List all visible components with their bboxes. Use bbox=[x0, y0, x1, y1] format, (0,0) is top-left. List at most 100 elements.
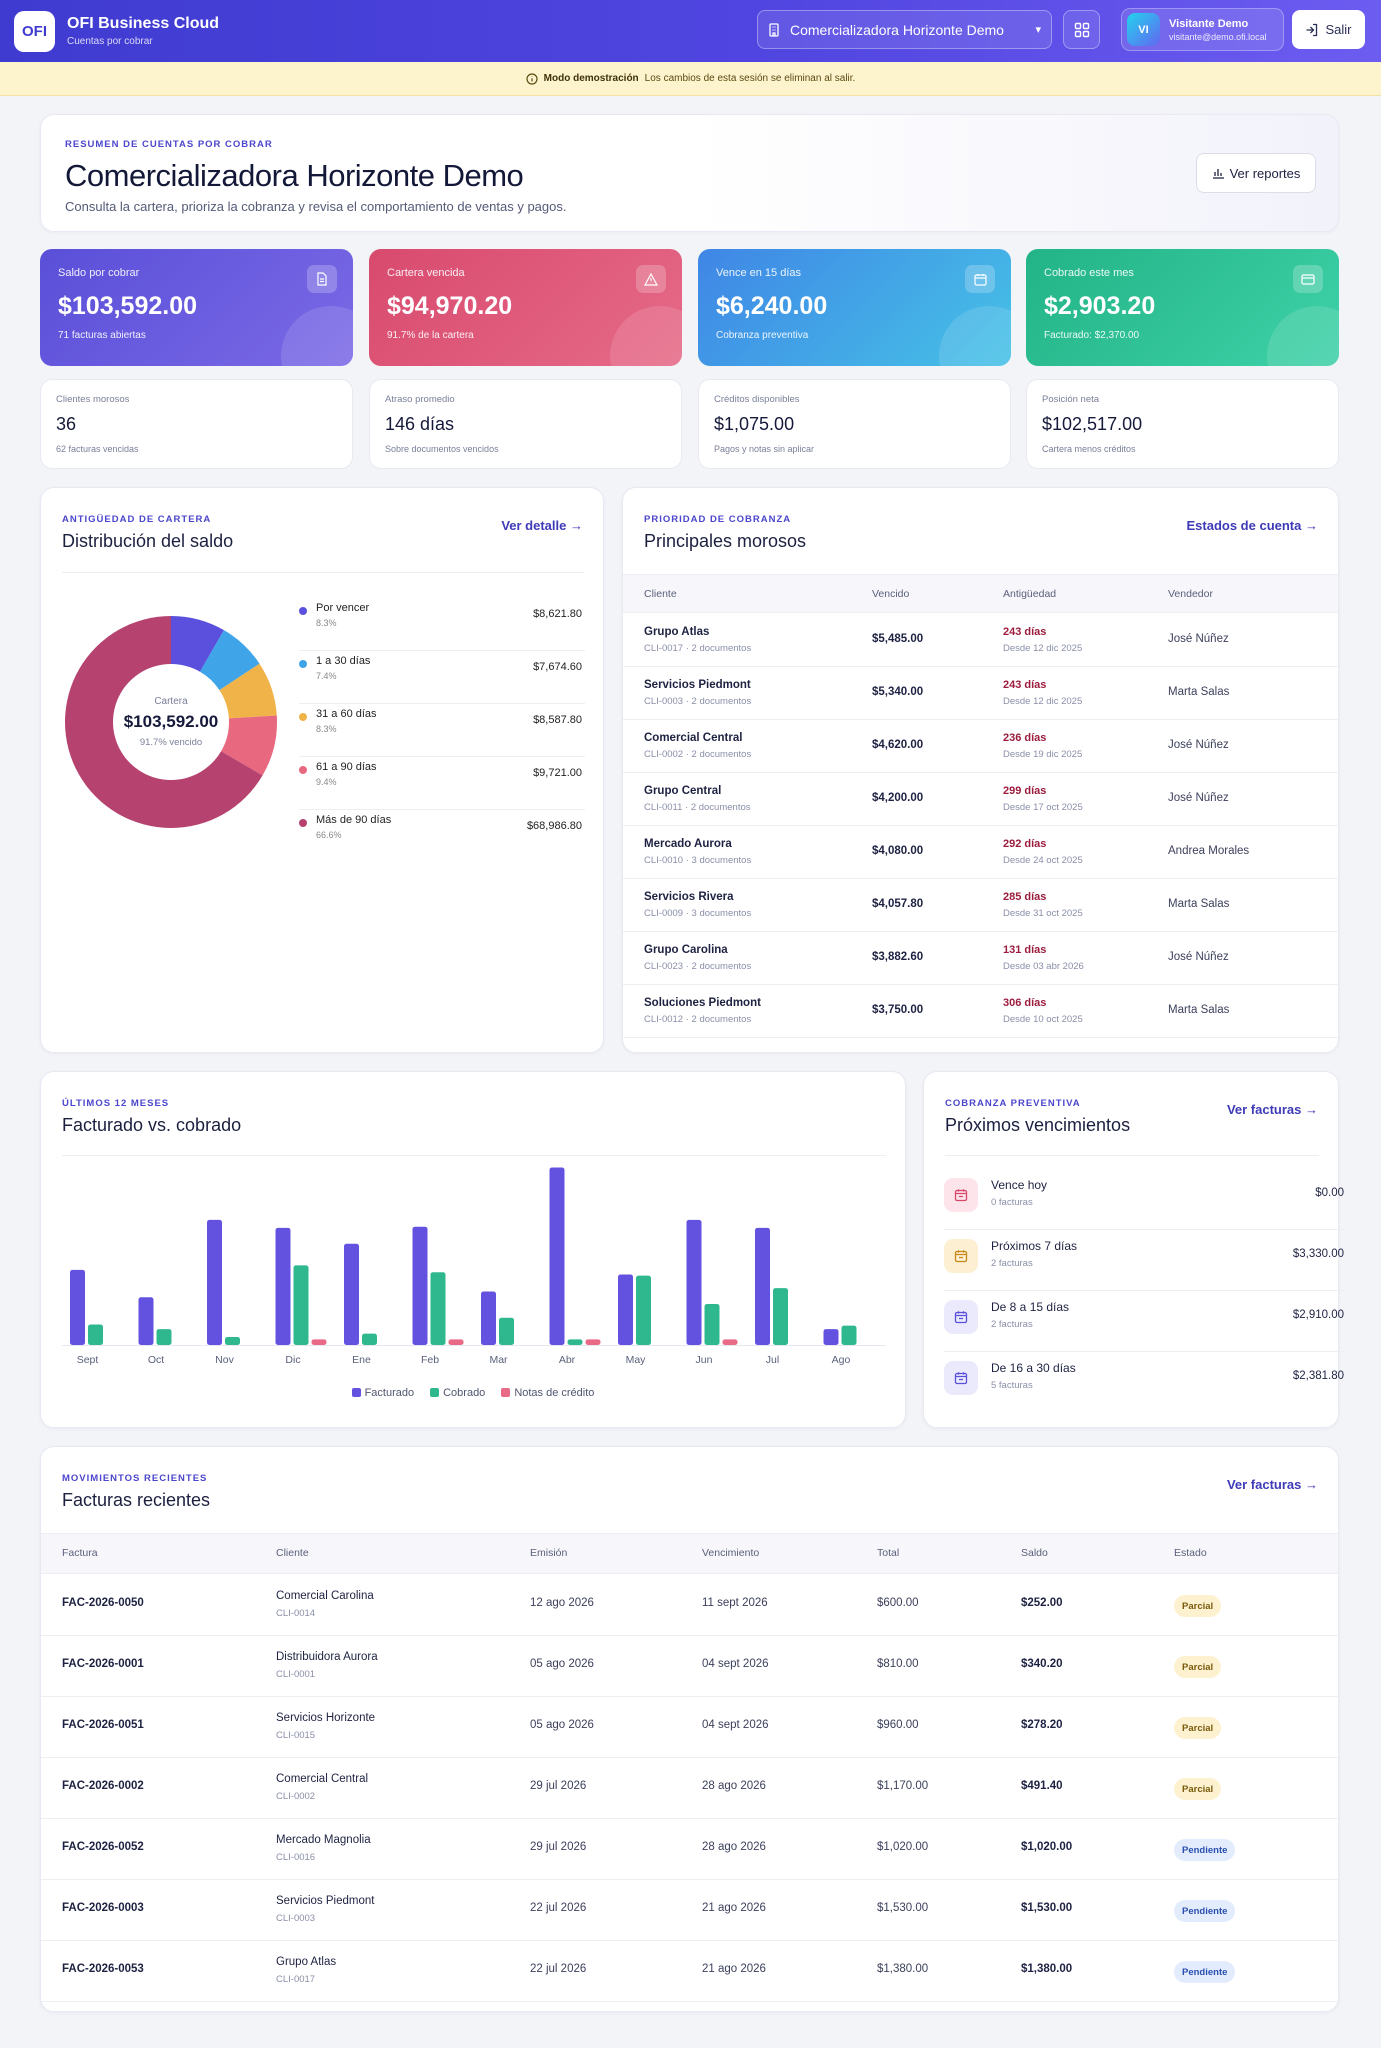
bar-cobrado[interactable] bbox=[704, 1304, 720, 1345]
client-name: Comercial Central bbox=[276, 1773, 369, 1785]
table-row[interactable]: FAC-2026-0052 Mercado Magnolia CLI-0016 29 … bbox=[41, 1819, 1338, 1880]
avatar: VI bbox=[1127, 13, 1160, 46]
legend-name: Por vencer bbox=[316, 602, 370, 614]
bar-cobrado[interactable] bbox=[156, 1329, 172, 1345]
bar-facturado[interactable] bbox=[138, 1297, 154, 1345]
table-row[interactable]: Servicios Rivera CLI-0009 · 3 documentos $… bbox=[623, 879, 1338, 932]
trend-card: ÚLTIMOS 12 MESES Facturado vs. cobrado S… bbox=[40, 1071, 906, 1428]
donut-slice[interactable] bbox=[221, 715, 277, 776]
legend-percent: 8.3% bbox=[316, 618, 337, 628]
client-code: CLI-0002 · 2 documentos bbox=[644, 749, 752, 760]
list-item[interactable]: Vence hoy 0 facturas $0.00 bbox=[944, 1168, 1344, 1230]
bar-cobrado[interactable] bbox=[499, 1317, 514, 1345]
bar-facturado[interactable] bbox=[344, 1243, 359, 1345]
account-statements-link[interactable]: Estados de cuenta → bbox=[1187, 518, 1319, 533]
table-row[interactable]: FAC-2026-0050 Comercial Carolina CLI-0014 1… bbox=[41, 1575, 1338, 1636]
bar-notas-de-cr-dito[interactable] bbox=[448, 1339, 464, 1345]
list-item[interactable]: Próximos 7 días 2 facturas $3,330.00 bbox=[944, 1229, 1344, 1291]
kpi-sub: 71 facturas abiertas bbox=[58, 330, 146, 341]
invoice-id[interactable]: FAC-2026-0003 bbox=[62, 1902, 144, 1914]
bar-cobrado[interactable] bbox=[362, 1333, 377, 1345]
table-row[interactable]: Soluciones Piedmont CLI-0012 · 2 document… bbox=[623, 985, 1338, 1038]
logout-icon bbox=[1305, 23, 1319, 37]
invoice-id[interactable]: FAC-2026-0052 bbox=[62, 1841, 144, 1853]
bar-notas-de-cr-dito[interactable] bbox=[311, 1339, 327, 1345]
bar-facturado[interactable] bbox=[70, 1269, 85, 1345]
kpi-overdue[interactable]: Cartera vencida $94,970.20 91.7% de la c… bbox=[369, 249, 682, 366]
invoice-total: $1,380.00 bbox=[877, 1963, 929, 1975]
list-item[interactable]: De 16 a 30 días 5 facturas $2,381.80 bbox=[944, 1351, 1344, 1413]
kpi-sub: 91.7% de la cartera bbox=[387, 330, 474, 341]
stat-label: Clientes morosos bbox=[56, 394, 130, 405]
view-invoices-link[interactable]: Ver facturas → bbox=[1227, 1477, 1318, 1492]
invoice-id[interactable]: FAC-2026-0001 bbox=[62, 1658, 144, 1670]
company-select[interactable]: Comercializadora Horizonte Demo ▾ bbox=[757, 10, 1052, 49]
bar-notas-de-cr-dito[interactable] bbox=[585, 1339, 601, 1345]
table-row[interactable]: Mercado Aurora CLI-0010 · 3 documentos $4,… bbox=[623, 826, 1338, 879]
view-reports-label: Ver reportes bbox=[1229, 165, 1301, 181]
bar-notas-de-cr-dito[interactable] bbox=[722, 1339, 738, 1345]
bar-facturado[interactable] bbox=[618, 1274, 633, 1345]
invoice-id[interactable]: FAC-2026-0002 bbox=[62, 1780, 144, 1792]
table-row[interactable]: Comercial Central CLI-0002 · 2 documentos… bbox=[623, 720, 1338, 773]
bar-cobrado[interactable] bbox=[636, 1275, 651, 1345]
bar-facturado[interactable] bbox=[549, 1167, 565, 1345]
view-invoices-link[interactable]: Ver facturas → bbox=[1227, 1102, 1318, 1117]
bar-facturado[interactable] bbox=[412, 1226, 428, 1345]
table-row[interactable]: Servicios Piedmont CLI-0003 · 2 documento… bbox=[623, 667, 1338, 720]
invoice-id[interactable]: FAC-2026-0050 bbox=[62, 1597, 144, 1609]
bar-cobrado[interactable] bbox=[841, 1325, 857, 1345]
upcoming-eyebrow: COBRANZA PREVENTIVA bbox=[945, 1098, 1081, 1109]
view-detail-label: Ver detalle bbox=[501, 518, 567, 533]
bar-facturado[interactable] bbox=[275, 1227, 291, 1345]
status-badge: Pendiente bbox=[1174, 1900, 1236, 1922]
bar-facturado[interactable] bbox=[207, 1219, 222, 1345]
legend-label: Notas de crédito bbox=[514, 1387, 595, 1399]
status-badge: Parcial bbox=[1174, 1595, 1222, 1617]
table-row[interactable]: Grupo Atlas CLI-0017 · 2 documentos $5,485… bbox=[623, 614, 1338, 667]
kpi-collected-month[interactable]: Cobrado este mes $2,903.20 Facturado: $2… bbox=[1026, 249, 1339, 366]
view-reports-button[interactable]: Ver reportes bbox=[1196, 153, 1316, 193]
kpi-balance[interactable]: Saldo por cobrar $103,592.00 71 facturas… bbox=[40, 249, 353, 366]
user-menu[interactable]: VI Visitante Demo visitante@demo.ofi.loc… bbox=[1121, 8, 1284, 51]
invoice-id[interactable]: FAC-2026-0053 bbox=[62, 1963, 144, 1975]
client-name: Grupo Atlas bbox=[276, 1956, 337, 1968]
table-row[interactable]: FAC-2026-0003 Servicios Piedmont CLI-0003 2… bbox=[41, 1880, 1338, 1941]
invoice-balance: $1,380.00 bbox=[1021, 1963, 1073, 1975]
table-row[interactable]: FAC-2026-0053 Grupo Atlas CLI-0017 22 jul 2… bbox=[41, 1941, 1338, 2002]
table-row[interactable]: Grupo Central CLI-0011 · 2 documentos $4,2… bbox=[623, 773, 1338, 826]
company-select-value: Comercializadora Horizonte Demo bbox=[790, 21, 1004, 38]
trend-title: Facturado vs. cobrado bbox=[62, 1115, 242, 1135]
table-row[interactable]: FAC-2026-0001 Distribuidora Aurora CLI-000… bbox=[41, 1636, 1338, 1697]
column-header: Saldo bbox=[1021, 1547, 1048, 1559]
table-row[interactable]: Grupo Carolina CLI-0023 · 2 documentos $3,… bbox=[623, 932, 1338, 985]
bar-cobrado[interactable] bbox=[773, 1288, 788, 1345]
invoices-title: Facturas recientes bbox=[62, 1490, 211, 1510]
bar-cobrado[interactable] bbox=[88, 1324, 103, 1345]
app-logo[interactable]: OFI bbox=[14, 10, 55, 52]
view-detail-link[interactable]: Ver detalle → bbox=[501, 518, 583, 533]
bar-facturado[interactable] bbox=[686, 1219, 702, 1345]
table-row[interactable]: FAC-2026-0051 Servicios Horizonte CLI-0015… bbox=[41, 1697, 1338, 1758]
column-header: Cliente bbox=[276, 1547, 309, 1559]
apps-button[interactable] bbox=[1063, 10, 1100, 49]
donut-slice[interactable] bbox=[64, 616, 263, 828]
bar-facturado[interactable] bbox=[823, 1329, 839, 1345]
table-row[interactable]: FAC-2026-0002 Comercial Central CLI-0002 29… bbox=[41, 1758, 1338, 1819]
kpi-due-15-days[interactable]: Vence en 15 días $6,240.00 Cobranza prev… bbox=[698, 249, 1011, 366]
donut-slice[interactable] bbox=[199, 630, 260, 691]
bar-cobrado[interactable] bbox=[293, 1265, 309, 1345]
logout-button[interactable]: Salir bbox=[1292, 10, 1365, 49]
overdue-since: Desde 12 dic 2025 bbox=[1003, 643, 1083, 654]
bar-facturado[interactable] bbox=[755, 1227, 770, 1345]
donut-slice[interactable] bbox=[219, 663, 277, 719]
donut-slice[interactable] bbox=[171, 616, 224, 672]
client-code: CLI-0002 bbox=[276, 1791, 316, 1802]
list-item[interactable]: De 8 a 15 días 2 facturas $2,910.00 bbox=[944, 1290, 1344, 1352]
invoice-id[interactable]: FAC-2026-0051 bbox=[62, 1719, 144, 1731]
bar-cobrado[interactable] bbox=[225, 1337, 240, 1345]
bar-cobrado[interactable] bbox=[430, 1272, 446, 1345]
demo-banner: Modo demostración Los cambios de esta se… bbox=[0, 62, 1381, 96]
bar-cobrado[interactable] bbox=[567, 1339, 583, 1345]
bar-facturado[interactable] bbox=[481, 1291, 496, 1345]
